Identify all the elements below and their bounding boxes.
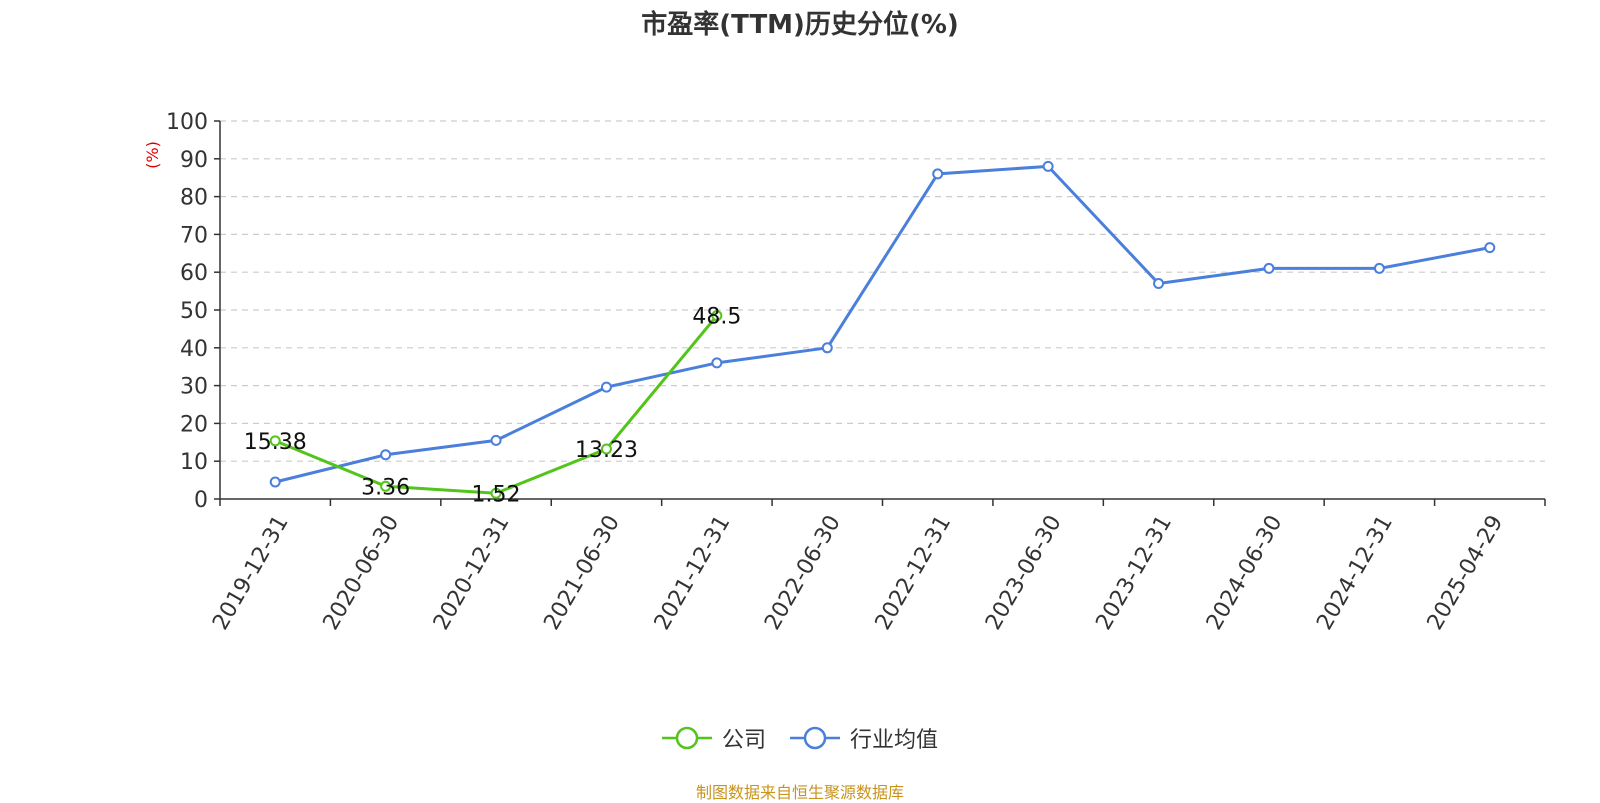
- x-tick-labels: 2019-12-31 2020-06-30 2020-12-31 2021-06-30…: [208, 511, 1508, 634]
- data-point[interactable]: [1373, 262, 1385, 274]
- x-tick-label: 2025-04-29: [1423, 511, 1509, 634]
- x-tick-label: 2023-12-31: [1091, 511, 1177, 634]
- y-tick-label: 50: [180, 299, 208, 324]
- data-label: 3.36: [361, 475, 410, 500]
- x-tick-label: 2021-06-30: [539, 511, 625, 634]
- legend: 公司 行业均值: [0, 722, 1600, 754]
- data-labels: 15.38 3.36 1.52 13.23 48.5: [244, 305, 742, 508]
- data-point[interactable]: [600, 443, 612, 455]
- data-point[interactable]: [1484, 242, 1496, 254]
- x-tick-label: 2019-12-31: [208, 511, 294, 634]
- y-tick-label: 80: [180, 186, 208, 211]
- data-point[interactable]: [1263, 262, 1275, 274]
- axes: [219, 121, 1546, 506]
- series-line-industry-average: [274, 164, 1491, 484]
- x-tick-label: 2020-12-31: [429, 511, 515, 634]
- x-tick-label: 2023-06-30: [981, 511, 1067, 634]
- series-lines: [269, 160, 1496, 499]
- data-point[interactable]: [711, 310, 723, 322]
- y-tick-label: 30: [180, 375, 208, 400]
- data-point[interactable]: [269, 476, 281, 488]
- legend-marker-icon: [790, 726, 840, 750]
- data-point[interactable]: [380, 480, 392, 492]
- legend-label: 行业均值: [850, 728, 939, 753]
- legend-label: 公司: [721, 728, 766, 753]
- data-point[interactable]: [821, 342, 833, 354]
- x-tick-label: 2021-12-31: [650, 511, 736, 634]
- y-tick-label: 100: [166, 110, 208, 135]
- x-tick-label: 2020-06-30: [319, 511, 405, 634]
- x-tick-label: 2022-06-30: [760, 511, 846, 634]
- data-point[interactable]: [490, 487, 502, 499]
- y-tick-label: 60: [180, 261, 208, 286]
- data-label: 15.38: [244, 430, 307, 455]
- x-tick-label: 2024-12-31: [1312, 511, 1398, 634]
- data-point[interactable]: [380, 449, 392, 461]
- grid-lines: [214, 120, 1545, 500]
- data-point[interactable]: [490, 434, 502, 446]
- legend-item-industry-average[interactable]: 行业均值: [790, 722, 938, 754]
- legend-circle: [675, 726, 699, 750]
- y-axis-label: (%): [143, 141, 162, 169]
- y-tick-label: 70: [180, 223, 208, 248]
- legend-item-company[interactable]: 公司: [661, 722, 766, 754]
- y-tick-label: 90: [180, 148, 208, 173]
- y-tick-label: 20: [180, 412, 208, 437]
- y-tick-label: 40: [180, 337, 208, 362]
- data-label: 1.52: [472, 482, 521, 507]
- y-tick-label: 10: [180, 450, 208, 475]
- source-note: 制图数据来自恒生聚源数据库: [695, 783, 904, 802]
- y-tick-labels: 0 10 20 30 40 50 60 70 80 90 100: [166, 110, 208, 513]
- y-tick-label: 0: [194, 488, 208, 513]
- x-tick-label: 2024-06-30: [1202, 511, 1288, 634]
- data-label: 48.5: [692, 305, 741, 330]
- chart-title: 市盈率(TTM)历史分位(%): [641, 10, 959, 40]
- data-point[interactable]: [1153, 278, 1165, 290]
- data-point[interactable]: [711, 357, 723, 369]
- data-point[interactable]: [600, 381, 612, 393]
- data-point[interactable]: [1042, 160, 1054, 172]
- data-point[interactable]: [932, 168, 944, 180]
- legend-circle: [803, 726, 827, 750]
- x-tick-label: 2022-12-31: [871, 511, 957, 634]
- data-label: 13.23: [575, 438, 638, 463]
- legend-marker-icon: [661, 726, 712, 750]
- data-point[interactable]: [269, 435, 281, 447]
- series-line-company: [274, 314, 719, 495]
